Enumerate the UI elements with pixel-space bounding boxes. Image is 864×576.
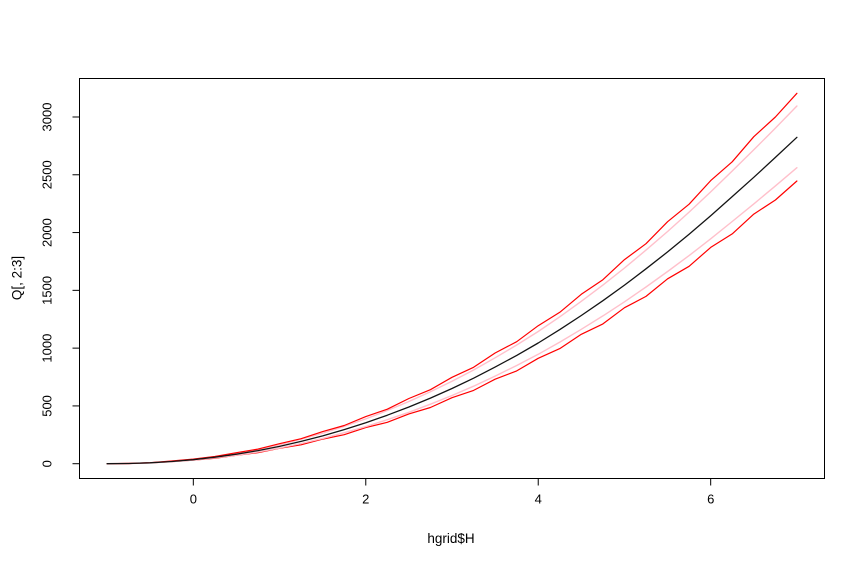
y-tick-label: 2500 <box>40 160 55 189</box>
x-tick-label: 2 <box>362 492 369 507</box>
x-axis-title: hgrid$H <box>427 531 474 546</box>
y-tick-label: 1500 <box>40 276 55 305</box>
y-tick-label: 2000 <box>40 218 55 247</box>
x-tick-label: 4 <box>535 492 542 507</box>
plot-border <box>79 78 825 479</box>
y-tick-label: 500 <box>40 395 55 417</box>
x-axis: 0 2 4 6 <box>190 478 714 507</box>
y-axis-title: Q[, 2:3] <box>10 256 25 300</box>
series-lower-outer-quantile <box>106 180 798 465</box>
x-tick-label: 0 <box>190 492 197 507</box>
y-axis: 0 500 1000 1500 2000 2500 3000 <box>40 103 80 467</box>
y-tick-label: 1000 <box>40 334 55 363</box>
series-lower-inner-quantile <box>106 166 798 465</box>
y-tick-label: 0 <box>40 460 55 467</box>
series-lines <box>106 92 798 465</box>
x-tick-label: 6 <box>707 492 714 507</box>
series-center-line <box>106 136 798 465</box>
y-tick-label: 3000 <box>40 103 55 132</box>
series-upper-outer-quantile <box>106 92 798 465</box>
series-upper-inner-quantile <box>106 105 798 465</box>
